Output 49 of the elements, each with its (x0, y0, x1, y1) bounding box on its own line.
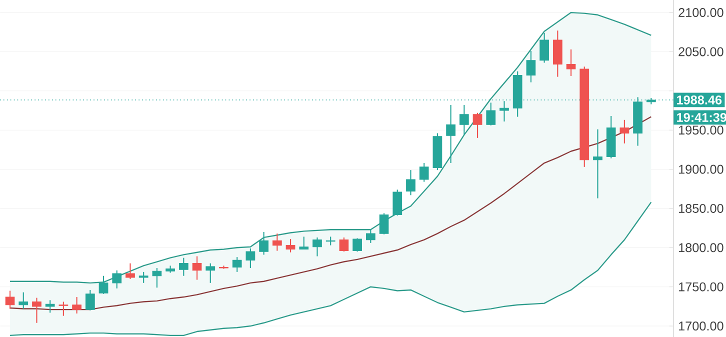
candlestick (112, 270, 122, 289)
candlestick (392, 189, 402, 216)
candlestick (246, 248, 256, 269)
candlestick (5, 290, 15, 310)
ref-line-label: 1988.46 (677, 95, 722, 104)
candlestick (406, 170, 416, 196)
y-tick-label: 2100.00 (678, 8, 724, 18)
candlestick (219, 265, 228, 270)
y-tick-label: 1850.00 (679, 204, 724, 213)
candlestick (126, 262, 135, 280)
candlestick (379, 212, 389, 235)
candlestick (45, 300, 55, 314)
candlestick (540, 32, 549, 64)
candlestick (526, 50, 536, 83)
candlestick (446, 104, 456, 164)
candlestick (58, 301, 68, 316)
candlestick (339, 236, 349, 252)
y-tick-label: 2050.00 (678, 47, 724, 56)
candlestick (138, 271, 148, 284)
candlestick (98, 275, 108, 294)
candlestick (72, 296, 82, 314)
y-tick-label: 1750.00 (679, 282, 724, 292)
candlestick (352, 238, 362, 252)
candlestick (259, 231, 268, 256)
candlestick (486, 102, 496, 126)
candlestick (593, 128, 602, 199)
candlestick (286, 238, 296, 253)
candlestick (312, 236, 322, 257)
y-tick-label: 1700.00 (679, 322, 724, 331)
candlestick (178, 257, 188, 276)
candlestick (299, 236, 309, 250)
candlestick (152, 268, 162, 288)
candlestick (85, 289, 95, 311)
candlestick (620, 119, 630, 144)
candlestick (232, 256, 242, 272)
candlestick (18, 292, 28, 310)
candlestick (32, 297, 42, 324)
y-tick-label: 1800.00 (679, 243, 724, 252)
y-tick-label: 1950.00 (679, 126, 724, 135)
candlestick (206, 262, 216, 284)
candlestick (272, 233, 282, 252)
y-tick-label: 1900.00 (679, 164, 724, 174)
candlestick (366, 229, 376, 244)
candlestick (419, 162, 429, 182)
candlestick (459, 104, 469, 136)
candlestick (500, 100, 509, 122)
candlestick (566, 48, 576, 77)
candlestick (472, 112, 482, 138)
candlestick (192, 256, 202, 280)
